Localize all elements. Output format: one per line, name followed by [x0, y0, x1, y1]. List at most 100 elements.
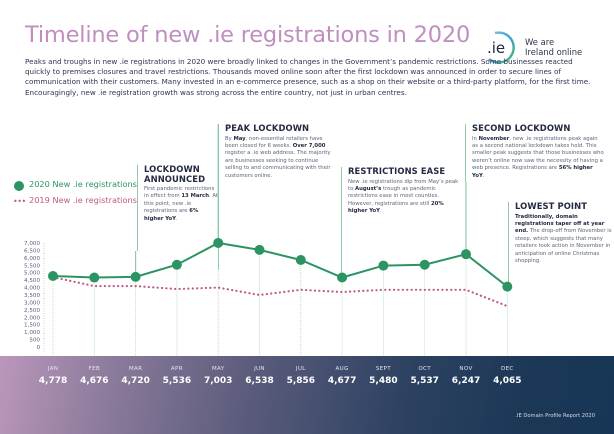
month-label: SEPT: [375, 366, 391, 372]
series-2020-point: [419, 259, 430, 270]
callout-text: register a .ie web address. The majority…: [225, 150, 331, 179]
series-2020-point: [89, 272, 100, 283]
month-label: MAR: [128, 366, 143, 372]
y-tick-label: 0: [36, 345, 40, 351]
callout-title: LOWEST POINT: [515, 201, 588, 211]
y-tick-label: 3,500: [24, 293, 40, 299]
dotted-line-icon: •••: [13, 197, 26, 206]
callout-text: . At this point, new .ie registrations a…: [144, 193, 218, 215]
intro-paragraph: Peaks and troughs in new .ie registratio…: [25, 57, 591, 97]
y-tick-label: 5,000: [24, 271, 40, 277]
svg-text:.ie: .ie: [487, 39, 505, 57]
callout-text: First pandemic restrictions in effect fr…: [144, 186, 215, 200]
callout-second-lockdown: SECOND LOCKDOWN In November, new .ie reg…: [465, 123, 604, 182]
callout-body: New .ie registrations dip from May’s pea…: [348, 179, 460, 216]
series-2020-point: [461, 249, 471, 260]
callout-title: RESTRICTIONS EASE: [348, 166, 446, 176]
series-2020-line: [52, 241, 508, 288]
callout-peak-lockdown: PEAK LOCKDOWN By May, non-essential reta…: [218, 123, 333, 270]
callout-title: PEAK LOCKDOWN: [225, 123, 310, 133]
callout-text: New .ie registrations dip from May’s pea…: [348, 178, 459, 192]
month-value-label: 4,676: [80, 376, 109, 386]
callout-text: In: [472, 135, 479, 142]
legend-item-2019: ••• 2019 New .ie registrations: [13, 195, 137, 206]
callout-emphasis: August’s: [355, 185, 382, 192]
month-label: JAN: [47, 366, 59, 372]
month-value-label: 5,536: [162, 376, 192, 386]
callout-lockdown-announced: LOCKDOWN ANNOUNCED First pandemic restri…: [137, 164, 218, 251]
y-tick-label: 2,500: [24, 308, 40, 314]
callout-emphasis: Over 7,000: [292, 142, 326, 149]
month-values-band: [0, 356, 614, 434]
ie-logo: .ie We are Ireland online: [483, 29, 613, 65]
callout-emphasis: 20% higher YoY: [348, 200, 444, 215]
callout-emphasis: 56% higher YoY: [472, 165, 593, 179]
callout-body: By May, non-essential retailers have bee…: [225, 136, 333, 180]
month-label: MAY: [211, 366, 225, 372]
callout-text: .: [380, 208, 382, 215]
month-value-label: 6,247: [451, 376, 481, 386]
callout-title: SECOND LOCKDOWN: [472, 123, 571, 133]
series-2020-point: [254, 244, 265, 255]
month-label: NOV: [459, 366, 473, 372]
footer-source: .IE Domain Profile Report 2020: [515, 413, 595, 419]
chart-legend: 2020 New .ie registrations ••• 2019 New …: [13, 179, 137, 211]
month-value-label: 4,778: [38, 376, 68, 386]
callout-emphasis: November: [478, 135, 510, 142]
month-value-label: 4,720: [121, 376, 150, 386]
month-value-label: 6,538: [245, 376, 274, 386]
month-value-label: 5,480: [369, 376, 398, 386]
callout-text: By: [225, 135, 234, 142]
ie-logo-icon: .ie: [487, 31, 515, 64]
y-tick-label: 1,500: [24, 323, 40, 329]
month-label: DEC: [500, 366, 514, 372]
month-label: APR: [170, 366, 183, 372]
y-tick-label: 4,000: [24, 286, 40, 292]
callout-text: , non-essential retailers have been clos…: [225, 135, 323, 149]
month-value-label: 7,003: [203, 376, 233, 386]
month-value-label: 4,065: [493, 376, 522, 386]
callout-body: First pandemic restrictions in effect fr…: [144, 186, 218, 223]
month-value-label: 5,856: [286, 376, 316, 386]
series-2020-point: [130, 271, 141, 282]
month-value-label: 5,537: [410, 376, 439, 386]
logo-tagline: We are Ireland online: [525, 37, 583, 57]
month-value-label: 4,677: [327, 376, 357, 386]
callout-text: .: [176, 215, 178, 222]
legend-item-2020: 2020 New .ie registrations: [13, 179, 137, 191]
y-tick-label: 5,500: [24, 263, 40, 269]
callout-text: trough as pandemic restrictions ease in …: [348, 185, 440, 207]
y-tick-label: 500: [29, 338, 40, 344]
callout-restrictions-ease: RESTRICTIONS EASE New .ie registrations …: [341, 166, 460, 277]
series-2020-point: [213, 237, 224, 248]
page-title: Timeline of new .ie registrations in 202…: [25, 22, 471, 48]
callout-text: The drop-off from November is steep, whi…: [515, 228, 612, 264]
y-tick-label: 4,500: [24, 278, 40, 284]
month-label: JUL: [295, 366, 306, 372]
callout-emphasis: May: [233, 135, 246, 142]
series-2020-point: [295, 254, 306, 265]
series-2020-point: [502, 281, 513, 292]
month-label: AUG: [335, 366, 349, 372]
y-tick-label: 7,000: [24, 241, 40, 247]
callout-text: .: [482, 172, 485, 179]
callout-body: In November, new .ie registrations peak …: [472, 136, 604, 180]
y-tick-label: 2,000: [24, 315, 40, 321]
series-2020-point: [171, 259, 182, 270]
series-2019-line: [51, 276, 509, 308]
callout-emphasis: Traditionally, domain registrations tape…: [515, 213, 605, 235]
callout-lowest-point: LOWEST POINT Traditionally, domain regis…: [508, 201, 614, 282]
green-dot-icon: [14, 181, 24, 191]
month-label: JUN: [254, 366, 265, 372]
y-tick-label: 6,500: [24, 248, 40, 254]
month-label: OCT: [418, 366, 431, 372]
y-tick-label: 6,000: [24, 256, 40, 262]
series-2020-point: [337, 272, 348, 283]
y-tick-label: 3,000: [24, 300, 40, 306]
series-2020-point: [378, 260, 389, 271]
callout-title: LOCKDOWN ANNOUNCED: [144, 164, 206, 184]
callout-body: Traditionally, domain registrations tape…: [515, 214, 614, 266]
callout-emphasis: 13 March: [181, 193, 209, 200]
month-label: FEB: [88, 366, 101, 372]
